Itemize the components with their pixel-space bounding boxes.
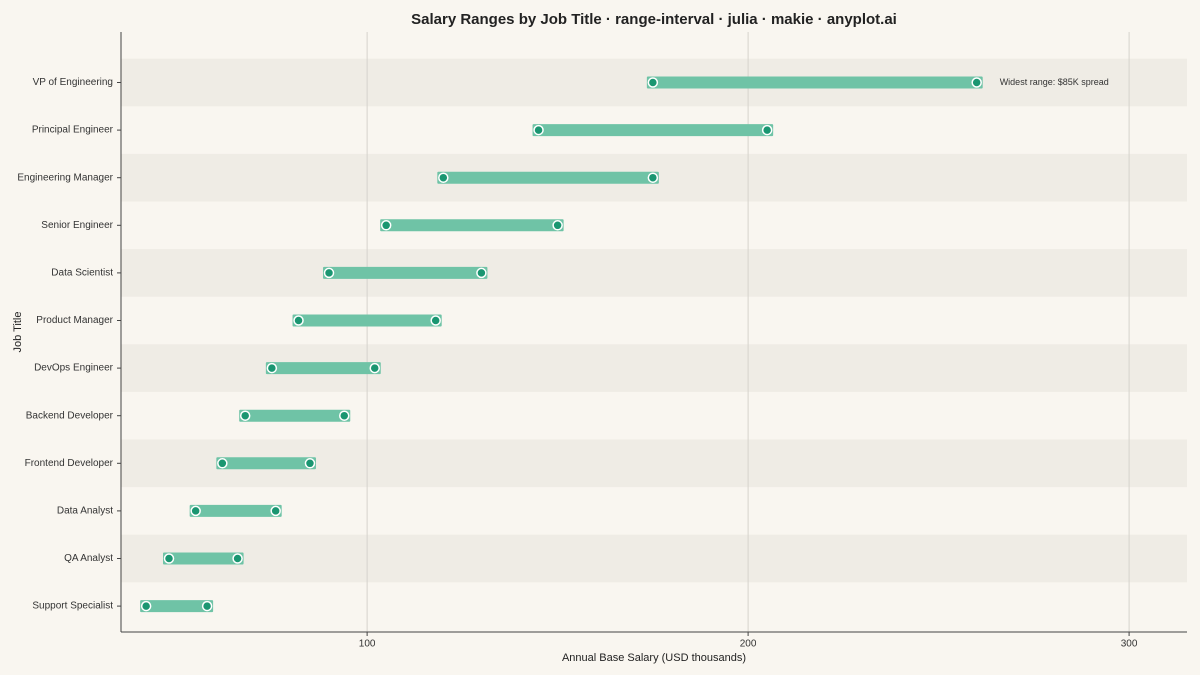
y-tick-label: Engineering Manager	[17, 172, 113, 183]
row-band	[121, 249, 1187, 297]
low-point	[190, 505, 201, 517]
y-tick-label: QA Analyst	[64, 553, 113, 564]
range-bar	[239, 409, 351, 422]
y-tick-label: Data Scientist	[51, 268, 113, 279]
annotation: Widest range: $85K spread	[1000, 77, 1109, 87]
range-bar	[646, 76, 983, 89]
low-point	[533, 124, 544, 136]
range-bar	[437, 171, 659, 184]
y-tick-label: DevOps Engineer	[34, 363, 114, 374]
y-tick-label: Principal Engineer	[32, 125, 114, 136]
y-tick-label: Senior Engineer	[41, 220, 113, 231]
y-axis-label: Job Title	[12, 312, 24, 353]
high-point	[971, 77, 982, 88]
y-tick-label: Backend Developer	[26, 410, 114, 421]
x-axis-label: Annual Base Salary (USD thousands)	[562, 652, 746, 664]
high-point	[552, 220, 563, 231]
marks: VP of Engineering Widest range: $85K spre…	[17, 76, 1109, 613]
low-point	[647, 77, 659, 88]
range-bar	[216, 457, 316, 470]
y-tick-label: Product Manager	[36, 315, 113, 326]
row-band	[121, 534, 1187, 583]
high-point	[647, 172, 659, 183]
low-point	[438, 172, 449, 183]
low-point	[163, 553, 175, 564]
high-point	[369, 362, 380, 374]
x-tick-label: 200	[740, 639, 757, 650]
high-point	[761, 124, 773, 136]
low-point	[293, 315, 304, 326]
high-point	[339, 410, 350, 421]
range-bar	[292, 314, 442, 327]
high-point	[201, 600, 213, 612]
range-bar	[140, 600, 214, 613]
range-bar	[265, 362, 381, 375]
range-bar	[163, 552, 244, 565]
high-point	[270, 505, 281, 517]
range-bar	[189, 504, 282, 517]
high-point	[232, 553, 243, 564]
low-point	[140, 600, 152, 612]
low-point	[323, 267, 335, 279]
high-point	[430, 315, 441, 326]
high-point	[476, 267, 487, 279]
y-tick-label: Data Analyst	[57, 506, 113, 517]
high-point	[304, 458, 316, 469]
low-point	[266, 362, 278, 374]
chart-title: Salary Ranges by Job Title · range-inter…	[411, 11, 897, 28]
y-tick-label: VP of Engineering	[33, 77, 113, 88]
low-point	[380, 220, 392, 231]
x-tick-label: 100	[359, 639, 376, 650]
y-tick-label: Frontend Developer	[25, 458, 114, 469]
x-tick-label: 300	[1121, 639, 1138, 650]
low-point	[217, 458, 228, 469]
range-bar	[532, 124, 774, 137]
y-tick-label: Support Specialist	[32, 601, 113, 612]
low-point	[239, 410, 251, 421]
range-bar	[323, 266, 488, 279]
range-bar	[380, 219, 564, 232]
